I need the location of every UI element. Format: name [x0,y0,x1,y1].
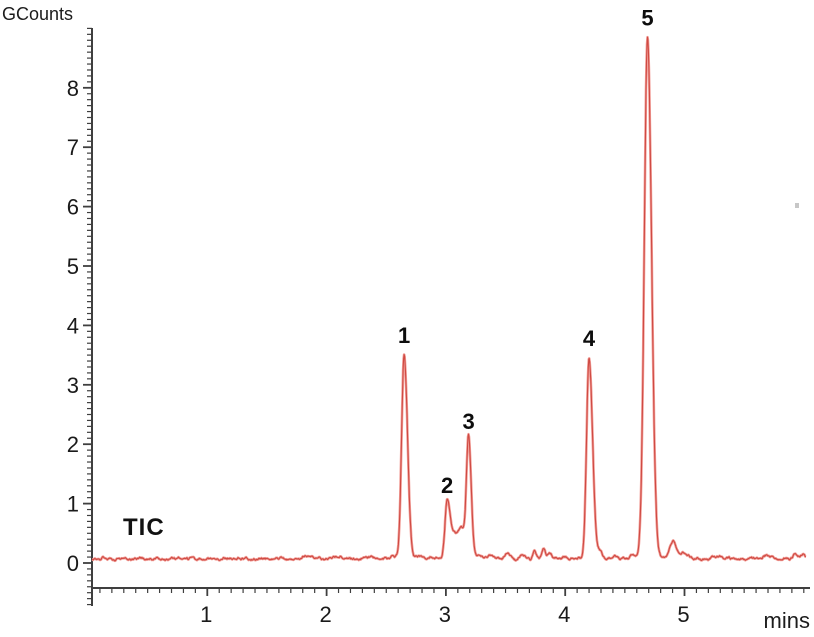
peak-label-2: 2 [441,473,453,498]
y-tick-label-4: 4 [67,313,79,338]
y-axis-unit-label: GCounts [2,4,74,24]
trace-group [91,35,807,563]
y-tick-label-2: 2 [67,432,79,457]
x-tick-label-4: 4 [558,602,570,627]
peak-label-3: 3 [462,409,474,434]
y-tick-label-6: 6 [67,195,79,220]
peak-label-1: 1 [398,323,410,348]
y-tick-label-8: 8 [67,76,79,101]
y-tick-label-5: 5 [67,254,79,279]
x-axis-unit-label: mins [763,608,810,633]
x-tick-label-2: 2 [319,602,331,627]
x-tick-label-3: 3 [439,602,451,627]
peak-label-4: 4 [583,326,596,351]
peak-labels-group: 1 2 3 4 5 [398,5,654,497]
trace-label-tic: TIC [123,514,165,541]
y-tick-label-3: 3 [67,373,79,398]
peak-label-5: 5 [641,5,653,30]
x-tick-label-1: 1 [200,602,212,627]
x-tick-label-5: 5 [677,602,689,627]
y-tick-label-0: 0 [67,551,79,576]
artifact-dot [795,203,799,208]
y-tick-label-1: 1 [67,492,79,517]
y-tick-label-7: 7 [67,135,79,160]
chromatogram-trace [91,36,807,562]
axes-group: 1 2 3 4 5 0 1 2 3 4 5 6 7 8 [67,27,810,627]
